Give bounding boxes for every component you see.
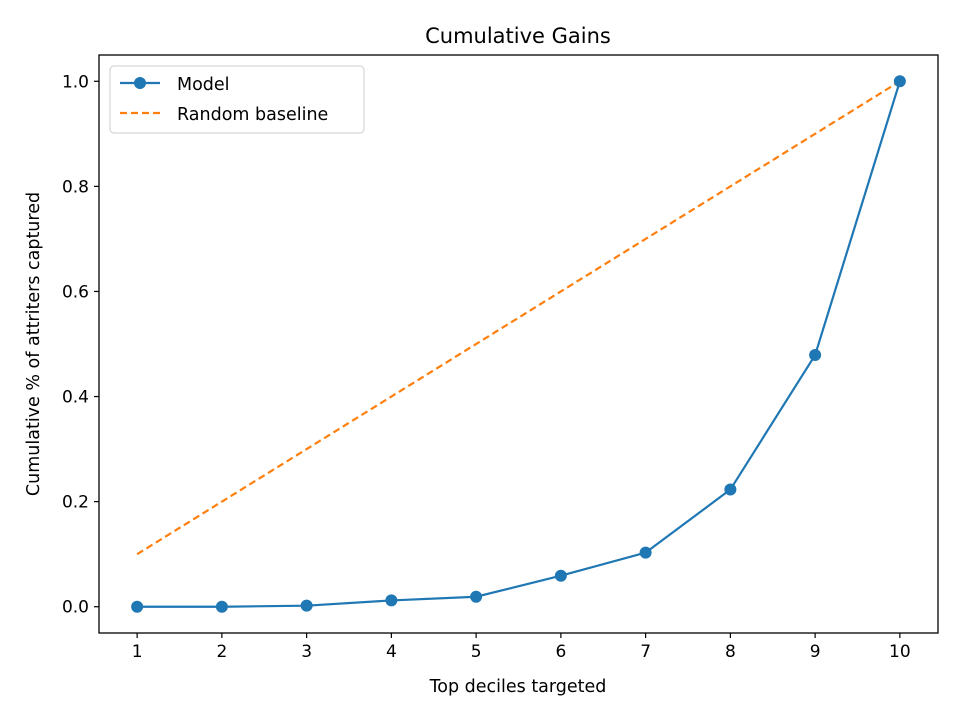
legend-baseline-label: Random baseline (177, 105, 328, 125)
model-point (554, 569, 567, 582)
plot-content (131, 75, 906, 613)
y-tick-label: 0.8 (62, 177, 89, 197)
y-tick-label: 1.0 (62, 72, 89, 92)
legend: Model Random baseline (109, 65, 365, 134)
x-tick-label: 1 (132, 642, 143, 662)
x-tick-label: 10 (889, 642, 911, 662)
chart-title: Cumulative Gains (425, 24, 611, 48)
x-tick-label: 6 (555, 642, 566, 662)
y-tick-label: 0.6 (62, 282, 89, 302)
y-axis-title: Cumulative % of attriters captured (24, 192, 44, 496)
x-axis-ticks: 1 2 3 4 5 6 7 8 9 10 (132, 633, 911, 662)
series-model-line (137, 80, 901, 608)
x-tick-label: 4 (386, 642, 397, 662)
series-random-baseline-line (136, 80, 901, 556)
legend-model-marker (134, 77, 146, 89)
x-tick-label: 3 (301, 642, 312, 662)
model-point (215, 600, 228, 613)
model-point (385, 594, 398, 607)
x-tick-label: 9 (810, 642, 821, 662)
model-point (724, 483, 737, 496)
y-tick-label: 0.4 (62, 388, 89, 408)
x-tick-label: 7 (640, 642, 651, 662)
model-point (300, 599, 313, 612)
plot-frame (98, 54, 939, 634)
y-axis-ticks: 0.0 0.2 0.4 0.6 0.8 1.0 (62, 72, 99, 618)
model-point (639, 546, 652, 559)
model-point (470, 590, 483, 603)
model-point (893, 75, 906, 88)
x-tick-label: 2 (216, 642, 227, 662)
legend-box (109, 65, 365, 134)
x-axis-title: Top deciles targeted (429, 677, 607, 697)
y-tick-label: 0.2 (62, 493, 89, 513)
y-tick-label: 0.0 (62, 598, 89, 618)
model-point (131, 600, 144, 613)
legend-model-label: Model (177, 75, 230, 95)
model-point (809, 349, 822, 362)
x-tick-label: 5 (471, 642, 482, 662)
x-tick-label: 8 (725, 642, 736, 662)
